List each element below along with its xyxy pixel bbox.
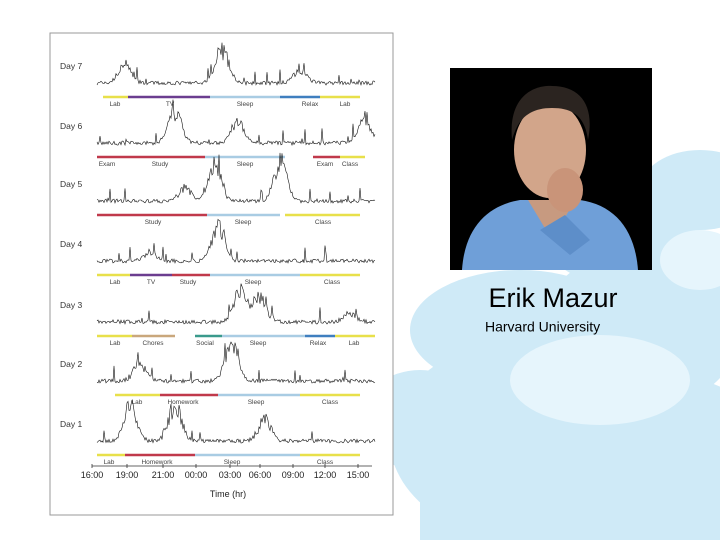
activity-label: Class [342, 161, 359, 168]
x-tick-label: 03:00 [219, 470, 242, 480]
day-label: Day 2 [60, 359, 82, 369]
x-tick-label: 21:00 [152, 470, 175, 480]
activity-label: Sleep [235, 219, 252, 226]
activity-label: Sleep [237, 101, 254, 108]
activity-label: Homework [167, 399, 199, 406]
activity-label: Study [180, 279, 197, 286]
activity-label: Sleep [237, 161, 254, 168]
activity-label: Sleep [250, 340, 267, 347]
activity-label: TV [147, 279, 156, 286]
x-axis-label: Time (hr) [210, 489, 246, 499]
day-label: Day 7 [60, 61, 82, 71]
day-label: Day 4 [60, 239, 82, 249]
activity-label: Lab [340, 101, 351, 108]
activity-label: Exam [317, 161, 334, 168]
activity-label: TV [166, 101, 175, 108]
activity-label: Lab [110, 101, 121, 108]
activity-label: Relax [302, 101, 319, 108]
x-tick-label: 09:00 [282, 470, 305, 480]
activity-label: Class [317, 459, 334, 466]
person-affiliation: Harvard University [485, 319, 600, 335]
activity-label: Lab [349, 340, 360, 347]
activity-label: Sleep [224, 459, 241, 466]
activity-label: Homework [141, 459, 173, 466]
activity-trace [96, 283, 376, 325]
day-label: Day 6 [60, 121, 82, 131]
x-tick-label: 06:00 [249, 470, 272, 480]
activity-label: Sleep [245, 279, 262, 286]
activity-label: Chores [143, 340, 165, 347]
cloud-highlights [510, 230, 720, 425]
day-label: Day 1 [60, 419, 82, 429]
x-tick-label: 16:00 [81, 470, 104, 480]
activity-label: Exam [99, 161, 116, 168]
activity-trace [96, 42, 376, 86]
x-tick-label: 00:00 [185, 470, 208, 480]
x-tick-label: 19:00 [116, 470, 139, 480]
activity-label: Class [324, 279, 341, 286]
activity-trace [96, 399, 376, 444]
day-label: Day 3 [60, 300, 82, 310]
activity-label: Class [315, 219, 332, 226]
activity-label: Study [145, 219, 162, 226]
activity-label: Lab [110, 279, 121, 286]
photo [450, 68, 652, 270]
activity-label: Lab [132, 399, 143, 406]
day-label: Day 5 [60, 179, 82, 189]
x-tick-label: 15:00 [347, 470, 370, 480]
activity-trace [96, 341, 376, 384]
activity-trace [96, 218, 375, 264]
activity-trace [96, 99, 376, 147]
activity-label: Study [152, 161, 169, 168]
activity-label: Social [196, 340, 214, 347]
activity-trace [96, 152, 376, 204]
person-name: Erik Mazur [488, 283, 617, 313]
activity-label: Lab [110, 340, 121, 347]
activity-label: Lab [104, 459, 115, 466]
figure: Day 7 Lab TV Sleep Relax Lab Day 6 Exam Study Sle… [60, 42, 376, 499]
x-tick-label: 12:00 [314, 470, 337, 480]
activity-label: Sleep [248, 399, 265, 406]
activity-label: Class [322, 399, 339, 406]
activity-label: Relax [310, 340, 327, 347]
